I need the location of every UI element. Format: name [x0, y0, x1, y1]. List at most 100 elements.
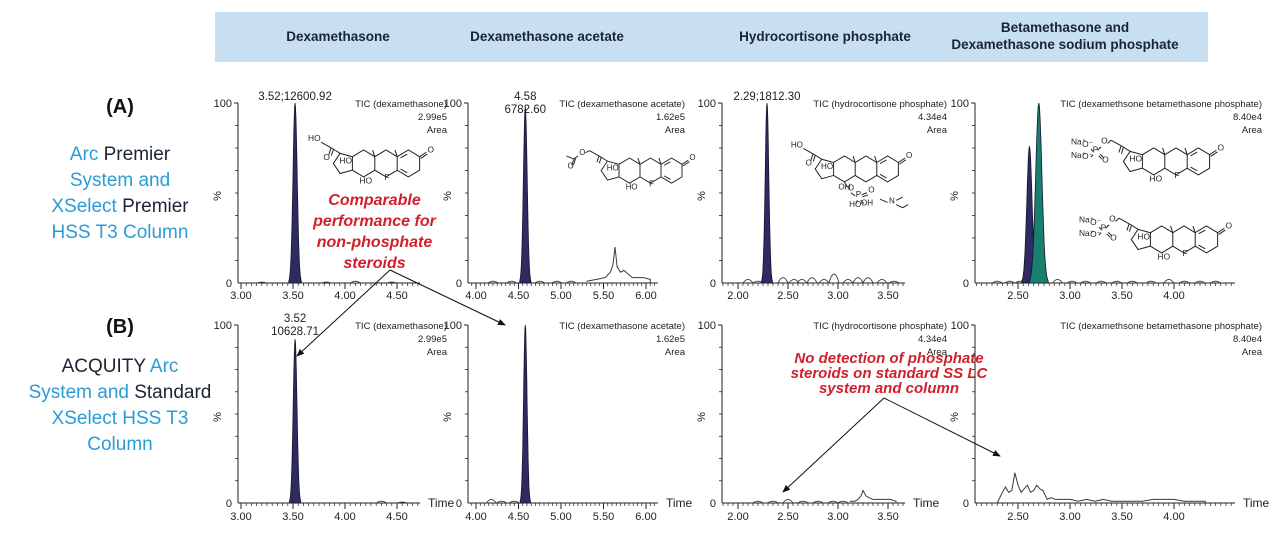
- x-tick-label: 4.00: [465, 511, 486, 523]
- structure-bond: [855, 200, 858, 204]
- atom-label: N: [889, 197, 895, 206]
- atom-label: O⁻: [1082, 151, 1093, 161]
- atom-label: O: [1101, 136, 1108, 146]
- system-label-line: HSS T3 Column: [12, 220, 228, 246]
- atom-label: O: [848, 184, 854, 193]
- baseline-noise: [837, 500, 849, 504]
- x-tick-label: 3.00: [827, 290, 848, 302]
- y-max-label: 100: [698, 98, 716, 110]
- x-tick-label: 3.00: [230, 511, 251, 523]
- structure-bond: [589, 150, 600, 157]
- atom-label: O⁻: [1082, 139, 1093, 149]
- structure-bond: [860, 199, 865, 204]
- panel-A4: 2.50 3.00 3.50 4.00 100 0% TIC (dexamethsone b…: [949, 98, 1263, 302]
- steroid-ring-skeleton: [332, 149, 421, 178]
- system-label-segment: System and: [69, 170, 171, 191]
- structure-bond: [812, 153, 822, 160]
- structure-bond: [1098, 232, 1102, 236]
- structure-bond: [1198, 244, 1206, 250]
- x-tick-label: 4.00: [465, 290, 486, 302]
- structure-bond: [1105, 224, 1110, 229]
- system-label-line: System and: [12, 168, 228, 194]
- x-tick-label: 6.00: [635, 290, 656, 302]
- atom-label: HO: [360, 176, 373, 186]
- x-tick-label: 2.00: [727, 290, 748, 302]
- system-label-line: Arc Premier: [12, 142, 228, 168]
- system-label-segment: Arc: [69, 144, 104, 165]
- atom-label: F: [385, 172, 390, 182]
- structure-bond: [1098, 226, 1102, 230]
- structure-bond: [663, 161, 671, 166]
- structure-bond: [1120, 146, 1125, 154]
- structure-bond: [803, 148, 814, 155]
- structure-bond: [419, 151, 427, 158]
- baseline-noise: [852, 277, 864, 284]
- baseline-noise: [508, 500, 520, 504]
- y-axis-title: %: [442, 412, 454, 422]
- open-trace: [586, 246, 651, 284]
- y-axis-title: %: [696, 412, 708, 422]
- x-tick-label: 3.50: [1111, 290, 1132, 302]
- baseline-noise: [321, 281, 332, 284]
- panel-B2: 4.00 4.50 5.00 5.50 6.00 100 0% Time TIC (dexame…: [442, 320, 693, 523]
- system-label-segment: System and: [28, 382, 135, 403]
- structure-bond: [681, 159, 689, 165]
- atom-label: F: [1175, 170, 1180, 180]
- area-value: 8.40e4: [1233, 112, 1262, 123]
- system-label-segment: HSS T3 Column: [51, 222, 189, 243]
- area-value: 1.62e5: [656, 112, 685, 123]
- baseline-noise: [818, 278, 830, 284]
- panel-B3: 2.00 2.50 3.00 3.50 100 0% Time TIC (hydrocorti…: [696, 320, 948, 523]
- baseline-noise: [506, 280, 517, 284]
- x-tick-label: 4.50: [508, 511, 529, 523]
- system-label-segment: XSelect HSS T3: [51, 408, 189, 429]
- baseline-noise: [752, 500, 764, 504]
- time-axis-label: Time: [1243, 496, 1270, 510]
- baseline-noise: [828, 273, 840, 284]
- area-label: Area: [427, 347, 448, 358]
- structure-bond: [596, 155, 600, 163]
- y-max-label: 100: [214, 98, 232, 110]
- structure-bond: [420, 153, 428, 159]
- system-label-segment: Premier: [103, 144, 171, 165]
- structure-bond: [1217, 227, 1225, 234]
- atom-label: O: [428, 144, 435, 154]
- atom-label: P: [1101, 222, 1107, 232]
- x-tick-label: 4.00: [1163, 511, 1184, 523]
- baseline-noise: [1066, 280, 1078, 284]
- structure-bond: [571, 158, 575, 166]
- y-min-label: 0: [226, 498, 232, 510]
- panel-A3: 2.00 2.50 3.00 3.50 100 0% TIC (hydrocortisone…: [696, 91, 948, 302]
- x-tick-label: 3.50: [282, 290, 303, 302]
- baseline-noise: [534, 280, 546, 284]
- structure-bond: [585, 150, 590, 154]
- system-label-segment: Standard: [134, 382, 212, 403]
- structure-bond: [879, 198, 888, 203]
- baseline-noise: [862, 277, 874, 284]
- structure-bond: [1184, 147, 1188, 155]
- structure-bond: [658, 157, 662, 165]
- tic-label: TIC (hydrocortisone phosphate): [813, 99, 947, 110]
- x-tick-label: 5.00: [550, 511, 571, 523]
- x-tick-label: 5.50: [593, 511, 614, 523]
- structure-bond: [573, 158, 577, 165]
- navy-peak: [761, 102, 773, 284]
- time-axis-label: Time: [428, 496, 455, 510]
- atom-label: P: [1093, 144, 1099, 154]
- atom-label: O: [1102, 155, 1109, 165]
- x-tick-label: 4.00: [1163, 290, 1184, 302]
- structure-bond: [1192, 225, 1196, 233]
- structure-bond: [1098, 155, 1103, 160]
- atom-label: O: [868, 186, 874, 195]
- atom-label: Na⁺: [1079, 228, 1094, 238]
- system-label-line: ACQUITY Arc: [12, 354, 228, 380]
- area-value: 8.40e4: [1233, 334, 1262, 345]
- x-tick-label: 3.50: [877, 290, 898, 302]
- x-tick-label: 3.00: [230, 290, 251, 302]
- header-betamethasone-dexamethasone-sodium-phosphate: Betamethasone and Dexamethasone sodium p…: [951, 20, 1179, 52]
- system-label-segment: Premier: [122, 196, 189, 217]
- structure-bond: [1118, 145, 1122, 153]
- open-trace: [849, 489, 897, 503]
- y-min-label: 0: [710, 278, 716, 290]
- baseline-noise: [256, 281, 267, 284]
